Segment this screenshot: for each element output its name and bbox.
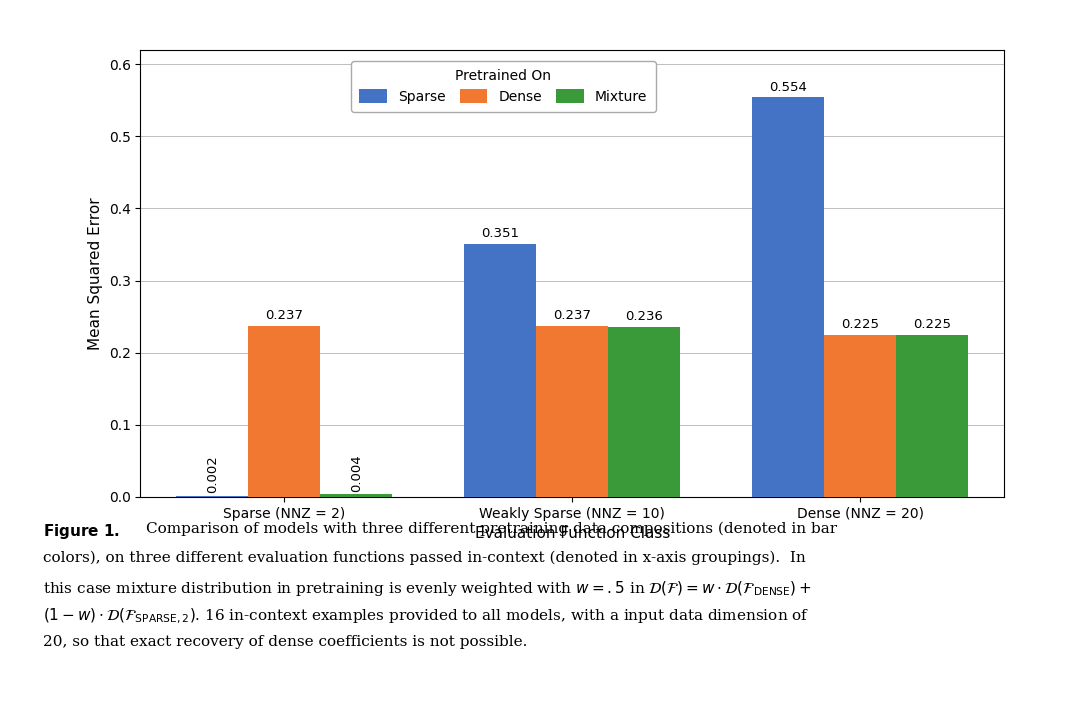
Bar: [176, 496, 248, 497]
Text: 0.225: 0.225: [914, 318, 951, 331]
Text: this case mixture distribution in pretraining is evenly weighted with $w = .5$ i: this case mixture distribution in pretra…: [43, 579, 812, 598]
Bar: [896, 334, 969, 497]
Bar: [464, 244, 537, 497]
Text: 0.225: 0.225: [841, 318, 879, 331]
Bar: [248, 326, 321, 497]
Text: 0.236: 0.236: [625, 310, 663, 323]
Text: 0.237: 0.237: [266, 310, 303, 322]
Bar: [753, 97, 824, 497]
Text: colors), on three different evaluation functions passed in-context (denoted in x: colors), on three different evaluation f…: [43, 550, 806, 564]
Text: 0.554: 0.554: [769, 81, 808, 94]
Text: 0.002: 0.002: [206, 456, 219, 493]
Bar: [824, 334, 896, 497]
Y-axis label: Mean Squared Error: Mean Squared Error: [89, 197, 103, 349]
Text: 20, so that exact recovery of dense coefficients is not possible.: 20, so that exact recovery of dense coef…: [43, 635, 527, 650]
Bar: [321, 494, 392, 497]
Bar: [608, 327, 680, 497]
Text: 0.004: 0.004: [350, 454, 363, 492]
X-axis label: Evaluation Function Class: Evaluation Function Class: [475, 526, 670, 541]
Bar: [537, 326, 608, 497]
Text: $(1-w) \cdot \mathcal{D}(\mathcal{F}_{\mathrm{SPARSE},2})$. 16 in-context exampl: $(1-w) \cdot \mathcal{D}(\mathcal{F}_{\m…: [43, 607, 810, 626]
Text: 0.351: 0.351: [482, 227, 519, 240]
Text: 0.237: 0.237: [553, 310, 592, 322]
Text: $\mathbf{Figure\ 1.}$: $\mathbf{Figure\ 1.}$: [43, 522, 120, 541]
Legend: Sparse, Dense, Mixture: Sparse, Dense, Mixture: [351, 61, 656, 112]
Text: Comparison of models with three different pretraining data compositions (denoted: Comparison of models with three differen…: [146, 522, 837, 536]
